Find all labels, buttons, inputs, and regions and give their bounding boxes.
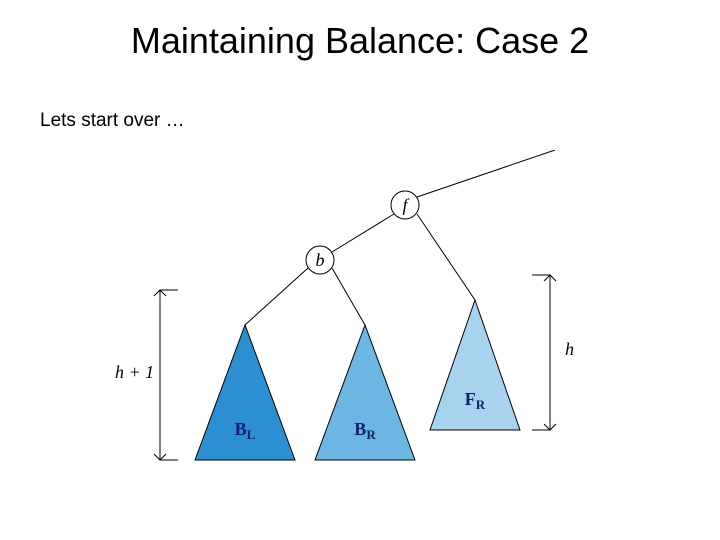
node-label-b: b bbox=[316, 250, 325, 270]
height-label-right: h bbox=[565, 339, 574, 359]
edge-1 bbox=[332, 214, 394, 252]
edge-0 bbox=[417, 150, 555, 197]
edge-3 bbox=[332, 268, 365, 325]
edge-2 bbox=[245, 268, 308, 325]
subtree-BR bbox=[315, 325, 415, 460]
subtree-BL bbox=[195, 325, 295, 460]
height-label-left: h + 1 bbox=[115, 362, 154, 382]
tree-diagram: BLBRFRfbh + 1h bbox=[85, 150, 645, 500]
page-title: Maintaining Balance: Case 2 bbox=[0, 20, 720, 62]
edge-4 bbox=[417, 214, 475, 300]
slide: Maintaining Balance: Case 2 Lets start o… bbox=[0, 0, 720, 540]
subtitle-text: Lets start over … bbox=[40, 110, 185, 132]
